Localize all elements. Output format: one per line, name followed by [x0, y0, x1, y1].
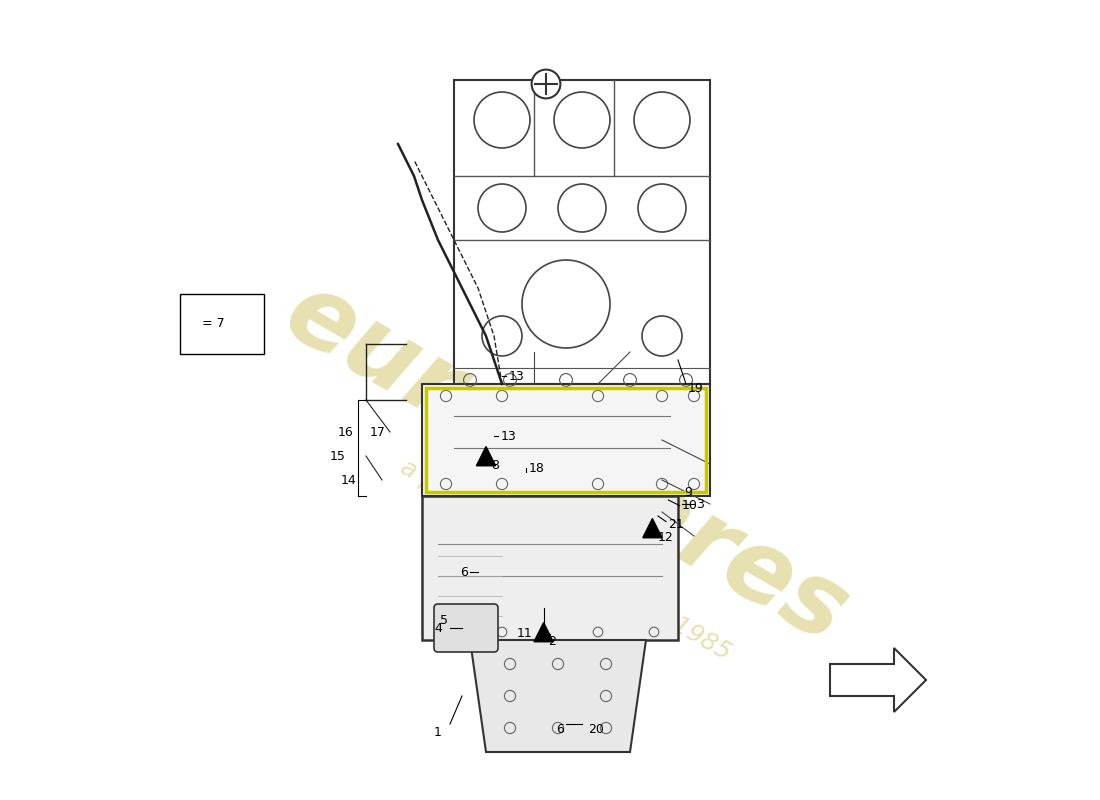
- Polygon shape: [186, 312, 202, 328]
- Polygon shape: [476, 446, 496, 466]
- Polygon shape: [830, 648, 926, 712]
- Text: 11: 11: [517, 627, 532, 640]
- Text: a passion for parts since 1985: a passion for parts since 1985: [396, 455, 736, 665]
- Text: 1: 1: [434, 726, 442, 738]
- Text: 9: 9: [684, 486, 692, 498]
- Polygon shape: [642, 518, 662, 538]
- Circle shape: [531, 70, 560, 98]
- Text: 3: 3: [696, 498, 704, 510]
- Text: 17: 17: [370, 426, 386, 438]
- Text: 6: 6: [557, 723, 564, 736]
- Polygon shape: [422, 496, 678, 640]
- Text: 10: 10: [682, 499, 697, 512]
- Text: 19: 19: [688, 382, 703, 394]
- Text: 15: 15: [330, 450, 345, 462]
- Text: 6: 6: [461, 566, 469, 578]
- Polygon shape: [422, 384, 710, 496]
- Text: eurospares: eurospares: [267, 264, 865, 664]
- Text: 14: 14: [340, 474, 356, 486]
- Text: 8: 8: [491, 459, 498, 472]
- Text: 21: 21: [669, 518, 684, 530]
- Text: 20: 20: [588, 723, 604, 736]
- Text: 12: 12: [657, 531, 673, 544]
- FancyBboxPatch shape: [434, 604, 498, 652]
- Polygon shape: [534, 622, 553, 642]
- Text: 18: 18: [528, 462, 544, 474]
- Text: 16: 16: [338, 426, 354, 438]
- Text: 2: 2: [549, 635, 557, 648]
- FancyBboxPatch shape: [179, 294, 264, 354]
- Polygon shape: [470, 640, 646, 752]
- Text: = 7: = 7: [202, 317, 224, 330]
- Text: 13: 13: [500, 430, 516, 442]
- Text: 13: 13: [508, 370, 525, 382]
- Text: 5: 5: [440, 614, 448, 626]
- Text: 4: 4: [434, 622, 442, 634]
